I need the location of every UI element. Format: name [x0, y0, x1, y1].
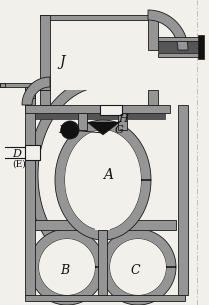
Polygon shape — [28, 77, 103, 273]
Polygon shape — [25, 85, 50, 90]
Polygon shape — [198, 35, 204, 59]
Text: H: H — [118, 114, 128, 124]
Polygon shape — [35, 113, 165, 119]
Polygon shape — [148, 10, 188, 50]
Polygon shape — [100, 105, 122, 115]
Polygon shape — [98, 230, 107, 295]
Polygon shape — [29, 220, 176, 230]
Polygon shape — [118, 113, 127, 130]
Text: B: B — [60, 264, 70, 277]
Text: G: G — [115, 125, 124, 135]
Text: J: J — [59, 55, 65, 69]
Polygon shape — [158, 53, 200, 57]
Text: F: F — [58, 125, 66, 135]
Polygon shape — [148, 15, 158, 50]
Text: D: D — [12, 149, 21, 159]
Polygon shape — [100, 229, 176, 305]
Polygon shape — [178, 105, 188, 295]
Polygon shape — [0, 83, 40, 87]
Polygon shape — [25, 85, 35, 295]
Polygon shape — [148, 90, 158, 105]
Polygon shape — [50, 20, 148, 50]
Polygon shape — [95, 222, 110, 230]
Polygon shape — [87, 122, 120, 135]
Polygon shape — [158, 37, 200, 41]
Text: A: A — [103, 168, 113, 182]
Polygon shape — [78, 113, 87, 130]
Polygon shape — [25, 295, 185, 301]
Polygon shape — [40, 15, 50, 90]
Polygon shape — [25, 105, 170, 113]
Polygon shape — [65, 130, 141, 230]
Polygon shape — [39, 239, 95, 295]
Polygon shape — [158, 41, 200, 53]
Polygon shape — [0, 83, 5, 87]
Text: C: C — [130, 264, 140, 277]
Polygon shape — [40, 15, 160, 20]
Polygon shape — [29, 229, 105, 305]
Polygon shape — [25, 90, 35, 98]
Polygon shape — [50, 50, 148, 90]
Polygon shape — [40, 90, 50, 105]
Polygon shape — [22, 77, 50, 105]
Circle shape — [61, 121, 79, 139]
Polygon shape — [110, 239, 166, 295]
Text: (E): (E) — [12, 160, 26, 169]
Polygon shape — [55, 120, 151, 240]
Polygon shape — [25, 145, 40, 160]
